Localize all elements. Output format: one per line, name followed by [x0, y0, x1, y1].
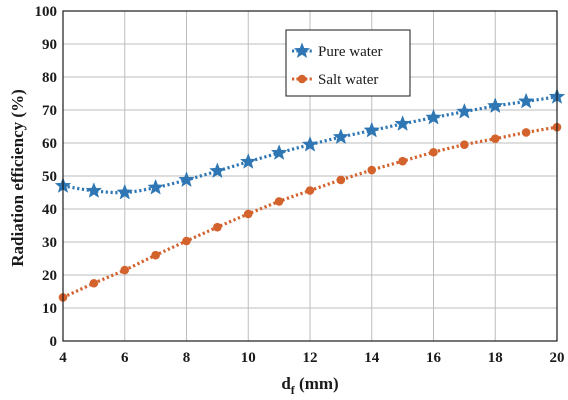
y-tick-label: 30: [42, 235, 57, 251]
data-point: [460, 140, 469, 149]
data-point: [367, 165, 377, 175]
y-tick-label: 90: [42, 37, 57, 53]
data-point: [398, 156, 407, 166]
x-tick-label: 12: [303, 350, 318, 366]
data-point: [89, 278, 99, 288]
legend-box: [285, 29, 411, 97]
data-point: [274, 197, 284, 206]
y-tick-label: 20: [42, 268, 57, 284]
data-point: [239, 153, 257, 169]
data-point: [120, 265, 130, 275]
data-point: [363, 121, 381, 138]
data-point: [456, 102, 473, 119]
data-point: [336, 175, 346, 185]
data-point: [178, 171, 195, 187]
data-point: [394, 115, 411, 131]
x-axis-label: df (mm): [281, 374, 338, 397]
x-axis-label-main: d: [281, 374, 291, 393]
x-tick-label: 16: [426, 350, 442, 366]
legend-label-pure-water: Pure water: [318, 44, 383, 60]
legend-label-salt-water: Salt water: [318, 72, 378, 88]
data-point: [116, 183, 134, 200]
data-point: [213, 222, 222, 232]
x-tick-label: 18: [488, 350, 503, 366]
data-point: [182, 236, 191, 246]
x-tick-label: 10: [241, 350, 256, 366]
data-point: [151, 250, 160, 260]
y-axis-label: Radiation efficiency (%): [8, 89, 27, 267]
data-point: [425, 108, 442, 125]
x-axis-label-subscript: f: [291, 383, 296, 397]
legend-item-salt-water: [292, 74, 313, 84]
data-point: [209, 162, 226, 179]
y-tick-label: 100: [35, 4, 58, 20]
data-point: [85, 182, 103, 198]
data-point: [305, 186, 315, 195]
data-point: [301, 135, 319, 152]
y-tick-label: 40: [42, 202, 57, 218]
data-point: [486, 97, 504, 114]
y-tick-label: 50: [42, 169, 57, 185]
x-tick-label: 20: [550, 350, 565, 366]
legend-marker: [293, 42, 311, 59]
series-layer: [54, 88, 566, 302]
y-tick-label: 70: [42, 103, 57, 119]
data-point: [517, 92, 535, 109]
legend-item-pure-water: [292, 42, 313, 59]
y-tick-label: 60: [42, 136, 57, 152]
y-tick-label: 80: [42, 70, 57, 86]
data-point: [270, 144, 288, 160]
data-point: [243, 209, 253, 219]
x-axis-ticks: 4 6 8 10 12 14 16 18 20: [59, 350, 564, 366]
data-point: [490, 134, 500, 144]
data-point: [429, 147, 438, 157]
data-point: [147, 178, 164, 195]
y-tick-label: 10: [42, 301, 57, 317]
data-point: [521, 128, 531, 137]
x-axis-label-unit: (mm): [295, 374, 339, 393]
legend-marker: [297, 74, 307, 84]
y-axis-ticks: 0 10 20 30 40 50 60 70 80 90 100: [35, 4, 58, 350]
plot-frame: [62, 10, 558, 342]
x-tick-label: 6: [121, 350, 129, 366]
x-tick-label: 8: [183, 350, 191, 366]
x-tick-label: 4: [59, 350, 67, 366]
legend: Pure water Salt water: [285, 29, 411, 97]
y-tick-label: 0: [50, 334, 58, 350]
data-point: [332, 128, 350, 145]
x-tick-label: 14: [364, 350, 380, 366]
